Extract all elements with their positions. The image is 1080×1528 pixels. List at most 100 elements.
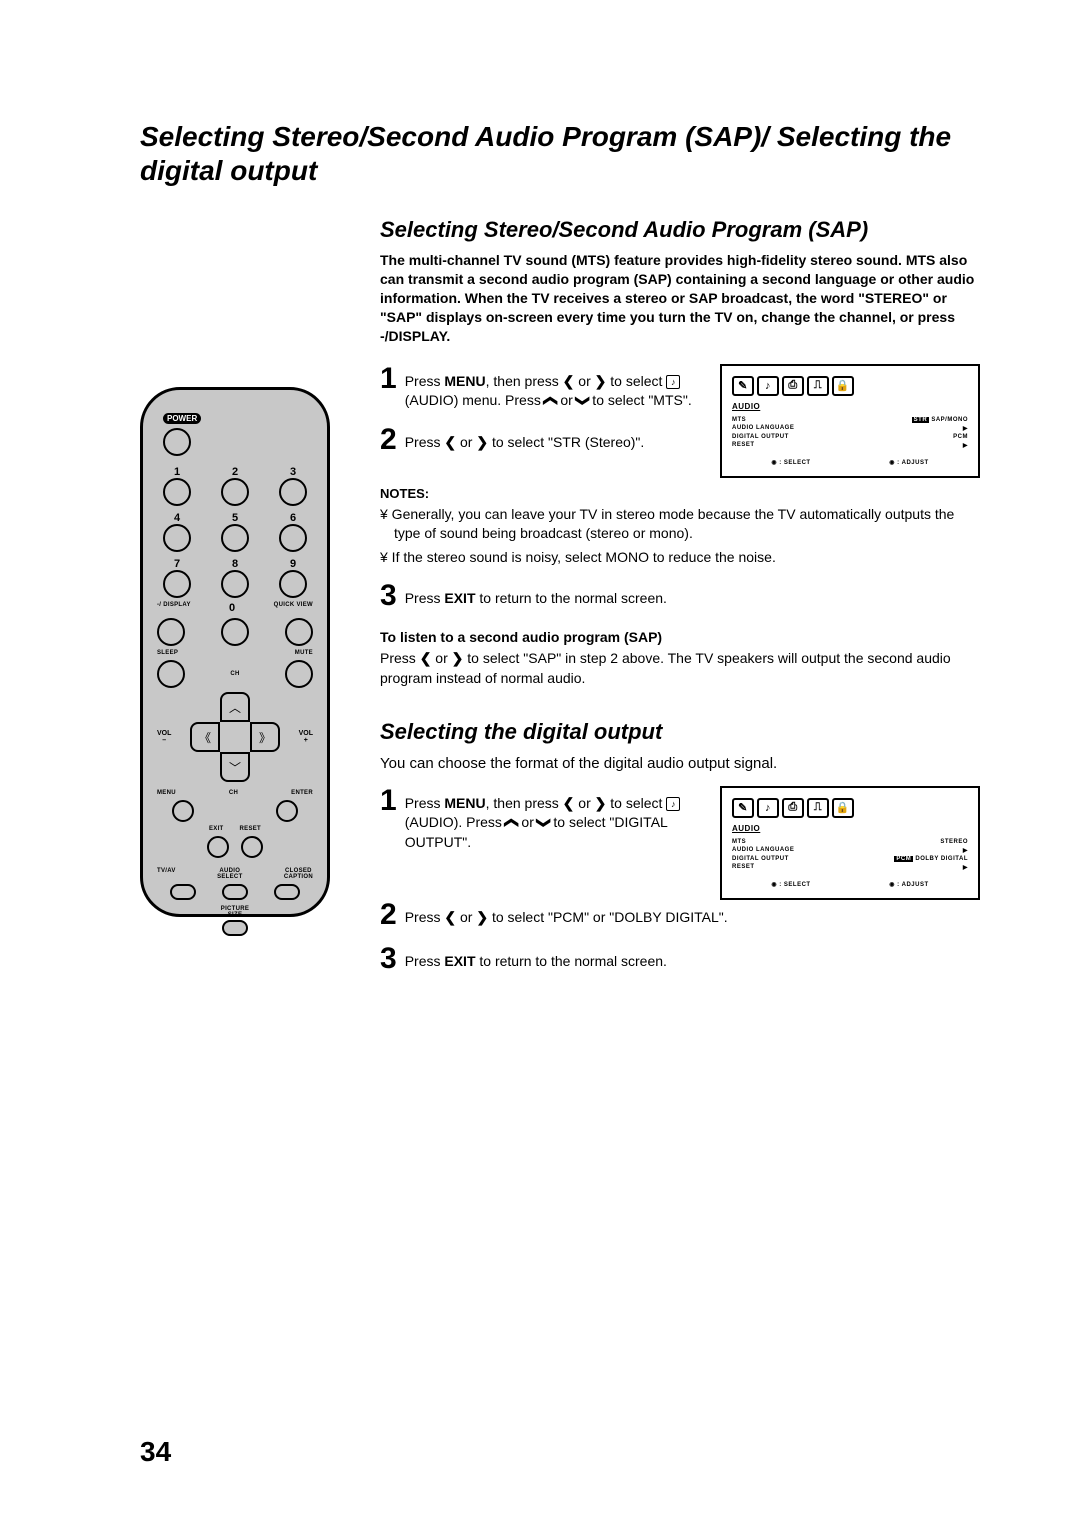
section2-heading: Selecting the digital output bbox=[380, 719, 980, 745]
osd-icon-feature: ⎍ bbox=[807, 798, 829, 818]
osd1-r1l: MTS bbox=[732, 417, 746, 423]
s2-step1-c: or bbox=[574, 795, 594, 811]
s2-step1-e: (AUDIO). Press bbox=[405, 814, 506, 830]
audio-select-label: AUDIO SELECT bbox=[217, 868, 242, 880]
vol-plus-label: VOL + bbox=[299, 730, 313, 744]
left-arrow-icon: ❮ bbox=[563, 794, 575, 814]
step-number-2b: 2 bbox=[380, 900, 397, 930]
osd-menu-1: ✎ ♪ ⎙ ⎍ 🔒 AUDIO MTSSTR SAP/MONO AUDIO LA… bbox=[720, 364, 980, 478]
page-number: 34 bbox=[140, 1436, 171, 1468]
num-3-label: 3 bbox=[290, 466, 296, 478]
dpad-up: ︿ bbox=[220, 692, 250, 722]
num-8-label: 8 bbox=[232, 558, 238, 570]
num-5-label: 5 bbox=[232, 512, 238, 524]
vol-minus-label: VOL – bbox=[157, 730, 171, 744]
s1-step2-text-c: to select "STR (Stereo)". bbox=[488, 434, 644, 450]
osd2-r2r: ▶ bbox=[963, 847, 968, 854]
num-7-label: 7 bbox=[174, 558, 180, 570]
osd2-r2l: AUDIO LANGUAGE bbox=[732, 847, 794, 854]
s1-step1-text-c: or bbox=[574, 373, 594, 389]
section1-intro: The multi-channel TV sound (MTS) feature… bbox=[380, 251, 980, 345]
section1-heading: Selecting Stereo/Second Audio Program (S… bbox=[380, 217, 980, 243]
left-arrow-icon: ❮ bbox=[444, 433, 456, 453]
left-arrow-icon: ❮ bbox=[444, 908, 456, 928]
step-number-3: 3 bbox=[380, 581, 397, 611]
exit-button bbox=[207, 836, 229, 858]
step-number-1b: 1 bbox=[380, 786, 397, 816]
menu-label: MENU bbox=[157, 790, 176, 796]
osd-icon-picture: ✎ bbox=[732, 798, 754, 818]
osd1-r2l: AUDIO LANGUAGE bbox=[732, 425, 794, 432]
num-0-button bbox=[221, 618, 249, 646]
mute-label: MUTE bbox=[295, 650, 313, 656]
num-9-button bbox=[279, 570, 307, 598]
up-arrow-icon: ❮ bbox=[541, 395, 561, 407]
down-arrow-icon: ❯ bbox=[534, 817, 554, 829]
num-3-button bbox=[279, 478, 307, 506]
mute-button bbox=[285, 660, 313, 688]
s2-step1-a: Press bbox=[405, 795, 445, 811]
osd-icon-audio: ♪ bbox=[757, 376, 779, 396]
osd1-f1: ◉ : SELECT bbox=[771, 459, 810, 466]
right-arrow-icon: ❯ bbox=[595, 372, 607, 392]
osd-icon-lock: 🔒 bbox=[832, 798, 854, 818]
sleep-button bbox=[157, 660, 185, 688]
num-8-button bbox=[221, 570, 249, 598]
up-arrow-icon: ❮ bbox=[502, 817, 522, 829]
section1-step2: 2 Press ❮ or ❯ to select "STR (Stereo)". bbox=[380, 425, 700, 455]
dpad-down: ﹀ bbox=[220, 752, 250, 782]
osd-icon-lock: 🔒 bbox=[832, 376, 854, 396]
left-arrow-icon: ❮ bbox=[563, 372, 575, 392]
notes-heading: NOTES: bbox=[380, 486, 980, 501]
osd1-r1r-hl: STR bbox=[912, 417, 930, 423]
section1-step3: 3 Press EXIT to return to the normal scr… bbox=[380, 581, 980, 611]
audio-menu-icon: ♪ bbox=[666, 797, 680, 811]
step-number-3b: 3 bbox=[380, 944, 397, 974]
osd2-r4l: RESET bbox=[732, 864, 755, 871]
s2-step3-a: Press bbox=[405, 953, 445, 969]
closed-caption-label: CLOSED CAPTION bbox=[284, 868, 313, 880]
sleep-label: SLEEP bbox=[157, 650, 178, 656]
num-7-button bbox=[163, 570, 191, 598]
step-number-2: 2 bbox=[380, 425, 397, 455]
picture-size-button bbox=[222, 920, 248, 936]
section2-step1: 1 Press MENU, then press ❮ or ❯ to selec… bbox=[380, 786, 700, 853]
s1-step1-text-a: Press bbox=[405, 373, 445, 389]
s1-step1-text-e: (AUDIO) menu. Press bbox=[405, 392, 545, 408]
section2-step3: 3 Press EXIT to return to the normal scr… bbox=[380, 944, 980, 974]
tvav-button bbox=[170, 884, 196, 900]
audio-select-button bbox=[222, 884, 248, 900]
osd1-r3r: PCM bbox=[953, 434, 968, 440]
down-arrow-icon: ❯ bbox=[573, 395, 593, 407]
num-1-button bbox=[163, 478, 191, 506]
exit-label: EXIT bbox=[209, 826, 224, 832]
step-number-1: 1 bbox=[380, 364, 397, 394]
num-4-label: 4 bbox=[174, 512, 180, 524]
num-5-button bbox=[221, 524, 249, 552]
s1-step2-text-b: or bbox=[456, 434, 476, 450]
s1-step1-text-g: to select "MTS". bbox=[588, 392, 691, 408]
s1-step1-menu: MENU bbox=[444, 373, 485, 389]
dpad-right: 》 bbox=[250, 722, 280, 752]
osd-icon-feature: ⎍ bbox=[807, 376, 829, 396]
dpad-left: 《 bbox=[190, 722, 220, 752]
enter-button bbox=[276, 800, 298, 822]
s1-step1-text-b: , then press bbox=[486, 373, 563, 389]
s2-step1-menu: MENU bbox=[444, 795, 485, 811]
remote-control-diagram: POWER 1 2 3 4 5 6 7 8 9 -/ DISPLAY0QUICK… bbox=[140, 387, 330, 917]
osd2-r4r: ▶ bbox=[963, 864, 968, 871]
osd1-r4r: ▶ bbox=[963, 442, 968, 449]
osd2-f1: ◉ : SELECT bbox=[771, 881, 810, 888]
menu-button bbox=[172, 800, 194, 822]
num-6-button bbox=[279, 524, 307, 552]
osd2-r3r: DOLBY DIGITAL bbox=[915, 856, 968, 862]
num-9-label: 9 bbox=[290, 558, 296, 570]
display-label: -/ DISPLAY bbox=[157, 602, 191, 614]
osd-icon-audio: ♪ bbox=[757, 798, 779, 818]
num-0-label: 0 bbox=[229, 602, 235, 614]
sap-subheading: To listen to a second audio program (SAP… bbox=[380, 629, 980, 645]
s1-step3-exit: EXIT bbox=[444, 590, 475, 606]
ch-label-top: CH bbox=[230, 671, 239, 677]
section2-step2: 2 Press ❮ or ❯ to select "PCM" or "DOLBY… bbox=[380, 900, 980, 930]
s2-step1-b: , then press bbox=[486, 795, 563, 811]
